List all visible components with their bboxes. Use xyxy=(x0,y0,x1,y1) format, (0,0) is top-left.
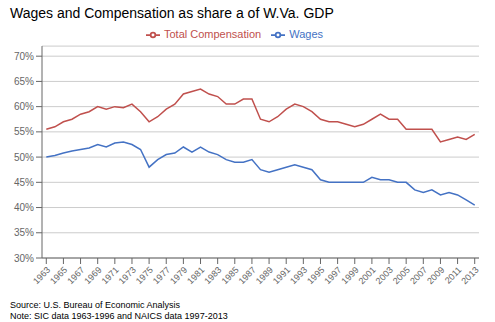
svg-text:1963: 1963 xyxy=(31,265,52,286)
svg-text:2007: 2007 xyxy=(408,265,429,286)
svg-text:1991: 1991 xyxy=(271,265,292,286)
svg-text:1981: 1981 xyxy=(185,265,206,286)
svg-text:2011: 2011 xyxy=(443,265,464,286)
svg-text:50%: 50% xyxy=(14,152,34,163)
svg-text:1967: 1967 xyxy=(65,265,86,286)
svg-text:1993: 1993 xyxy=(288,265,309,286)
svg-text:2005: 2005 xyxy=(391,265,412,286)
html-text:Source: U.S. Bureau of Economi: Source: U.S. Bureau of Economic Analysis xyxy=(10,300,181,310)
svg-text:70%: 70% xyxy=(14,51,34,62)
svg-text:60%: 60% xyxy=(14,101,34,112)
html-text:Total Compensation: Total Compensation xyxy=(164,28,262,40)
svg-text:1975: 1975 xyxy=(134,265,155,286)
svg-text:35%: 35% xyxy=(14,227,34,238)
svg-text:1973: 1973 xyxy=(117,265,138,286)
svg-text:1985: 1985 xyxy=(219,265,240,286)
svg-text:30%: 30% xyxy=(14,253,34,264)
svg-text:45%: 45% xyxy=(14,177,34,188)
svg-text:1969: 1969 xyxy=(82,265,103,286)
svg-text:1983: 1983 xyxy=(202,265,223,286)
svg-text:55%: 55% xyxy=(14,126,34,137)
html-text:Note: SIC data 1963-1996 and N: Note: SIC data 1963-1996 and NAICS data … xyxy=(10,311,228,321)
svg-text:65%: 65% xyxy=(14,76,34,87)
svg-text:1965: 1965 xyxy=(48,265,69,286)
svg-text:1987: 1987 xyxy=(237,265,258,286)
html-text:Wages and Compensation as shar: Wages and Compensation as share a of W.V… xyxy=(10,5,334,21)
svg-text:1995: 1995 xyxy=(305,265,326,286)
svg-text:1989: 1989 xyxy=(254,265,275,286)
svg-text:1979: 1979 xyxy=(168,265,189,286)
svg-text:40%: 40% xyxy=(14,202,34,213)
svg-text:2003: 2003 xyxy=(374,265,395,286)
svg-text:2013: 2013 xyxy=(459,265,480,286)
svg-text:2009: 2009 xyxy=(425,265,446,286)
svg-text:2001: 2001 xyxy=(357,265,378,286)
svg-text:1977: 1977 xyxy=(151,265,172,286)
svg-text:1971: 1971 xyxy=(100,265,121,286)
html-text:Wages: Wages xyxy=(289,28,323,40)
svg-text:1999: 1999 xyxy=(339,265,360,286)
svg-text:1997: 1997 xyxy=(322,265,343,286)
